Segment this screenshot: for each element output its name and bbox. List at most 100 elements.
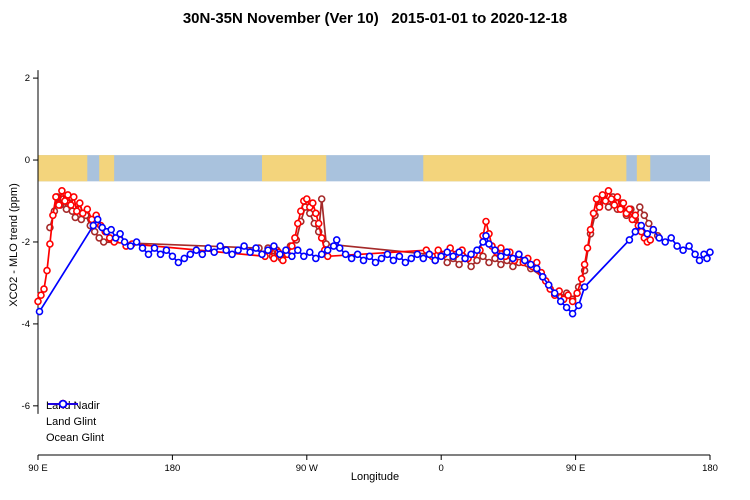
data-point [467, 262, 475, 271]
data-point [562, 303, 571, 312]
data-point [222, 246, 230, 254]
data-point [564, 291, 572, 300]
data-point [586, 225, 595, 234]
data-point [568, 309, 577, 318]
data-point [76, 199, 84, 207]
data-point [592, 195, 601, 203]
data-point [64, 191, 72, 199]
data-point [643, 230, 652, 238]
data-point [434, 246, 443, 254]
data-point [116, 230, 124, 238]
data-point [695, 256, 704, 265]
chart-title: 30N-35N November (Ver 10) 2015-01-01 to … [182, 10, 568, 27]
data-point [291, 234, 299, 242]
data-point [679, 246, 687, 254]
data-point [544, 281, 553, 289]
series-line [38, 217, 711, 316]
data-point [455, 260, 463, 269]
x-tick-label: 90 W [296, 463, 318, 474]
x-tick-label: 0 [439, 463, 444, 474]
data-point [646, 236, 655, 244]
data-point [314, 219, 323, 228]
data-point [49, 211, 57, 220]
data-point [61, 197, 69, 205]
data-point [589, 209, 598, 218]
data-point [413, 250, 422, 259]
data-point [625, 236, 634, 244]
data-point [437, 252, 446, 261]
data-point [371, 258, 380, 267]
data-point [311, 209, 320, 218]
data-point [407, 254, 416, 263]
y-tick-label: 2 [25, 73, 30, 84]
data-point [580, 283, 589, 291]
data-point [604, 187, 613, 195]
data-point [288, 252, 296, 261]
data-point [580, 260, 589, 269]
data-point [311, 254, 320, 263]
legend-item-ocean-glint: Ocean Glint [46, 399, 104, 445]
data-point [610, 201, 619, 209]
x-tick-label: 180 [702, 463, 718, 474]
data-point [691, 250, 699, 259]
data-point [661, 238, 670, 246]
data-point [162, 246, 171, 254]
y-tick-label: 0 [25, 155, 30, 166]
data-point [252, 244, 260, 252]
data-point [353, 250, 362, 259]
data-point [93, 215, 102, 224]
data-point [637, 221, 646, 230]
data-point [703, 254, 711, 263]
data-point [509, 254, 517, 263]
data-point [706, 248, 714, 256]
data-point [497, 260, 505, 269]
data-point [485, 258, 493, 267]
data-point [264, 246, 272, 254]
data-point [120, 238, 129, 246]
data-point [99, 238, 108, 246]
data-point [347, 254, 356, 263]
map-strip-land [99, 155, 115, 182]
data-point [98, 223, 106, 232]
data-point [635, 203, 644, 211]
data-point [270, 254, 278, 263]
series-ocean-glint [35, 215, 714, 318]
data-point [556, 297, 565, 306]
data-point [443, 258, 452, 267]
data-point [673, 242, 681, 250]
map-strip-land [38, 155, 88, 182]
data-point [156, 250, 165, 259]
data-point [293, 219, 302, 228]
ocean-glint-symbol-icon [48, 399, 78, 409]
data-point [90, 227, 99, 236]
data-point [604, 203, 613, 211]
data-point [631, 227, 640, 236]
data-point [640, 211, 649, 220]
data-point [467, 250, 475, 259]
data-point [431, 256, 440, 265]
data-point [595, 203, 604, 211]
data-point [79, 209, 87, 218]
data-point [126, 242, 135, 250]
data-point [288, 242, 296, 250]
data-point [365, 252, 374, 261]
y-tick-label: -6 [22, 401, 30, 412]
data-point [644, 219, 653, 228]
x-tick-label: 90 E [566, 463, 586, 474]
data-point [425, 250, 434, 259]
data-point [583, 244, 592, 252]
data-point [613, 193, 622, 201]
data-point [234, 246, 242, 254]
data-point [574, 301, 583, 310]
data-point [419, 254, 428, 263]
data-point [573, 289, 581, 298]
data-point [180, 254, 189, 263]
data-point [443, 248, 452, 256]
data-point [95, 234, 103, 242]
data-point [473, 256, 481, 265]
data-point [359, 256, 368, 265]
data-point [132, 238, 141, 246]
data-point [509, 262, 517, 271]
data-point [73, 207, 81, 215]
data-point [299, 252, 308, 261]
